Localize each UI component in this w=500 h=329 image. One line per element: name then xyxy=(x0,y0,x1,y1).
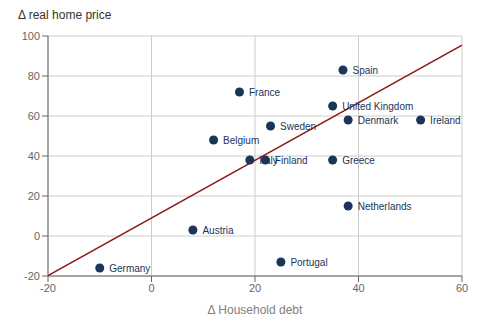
svg-text:Finland: Finland xyxy=(275,155,308,166)
svg-text:France: France xyxy=(249,87,281,98)
svg-text:100: 100 xyxy=(22,30,40,42)
svg-text:Italy: Italy xyxy=(259,154,278,166)
svg-text:Germany: Germany xyxy=(109,263,150,274)
svg-text:60: 60 xyxy=(456,282,468,294)
svg-text:0: 0 xyxy=(148,282,154,294)
svg-text:0: 0 xyxy=(34,230,40,242)
svg-text:40: 40 xyxy=(28,150,40,162)
svg-text:60: 60 xyxy=(28,110,40,122)
svg-text:80: 80 xyxy=(28,70,40,82)
svg-text:Netherlands: Netherlands xyxy=(358,201,412,212)
svg-text:20: 20 xyxy=(28,190,40,202)
svg-text:40: 40 xyxy=(352,282,364,294)
svg-text:Δ Household debt: Δ Household debt xyxy=(208,303,303,317)
svg-text:Portugal: Portugal xyxy=(290,257,327,268)
svg-text:Austria: Austria xyxy=(202,225,234,236)
html-text:Δ real home price: Δ real home price xyxy=(18,8,112,22)
svg-text:-20: -20 xyxy=(40,282,56,294)
svg-text:20: 20 xyxy=(249,282,261,294)
svg-text:Belgium: Belgium xyxy=(223,135,259,146)
svg-text:Greece: Greece xyxy=(342,155,375,166)
svg-text:Ireland: Ireland xyxy=(430,115,461,126)
svg-text:United Kingdom: United Kingdom xyxy=(342,101,413,112)
svg-text:Denmark: Denmark xyxy=(358,115,400,126)
svg-text:-20: -20 xyxy=(24,270,40,282)
svg-text:Spain: Spain xyxy=(352,65,378,76)
svg-text:Sweden: Sweden xyxy=(280,121,316,132)
